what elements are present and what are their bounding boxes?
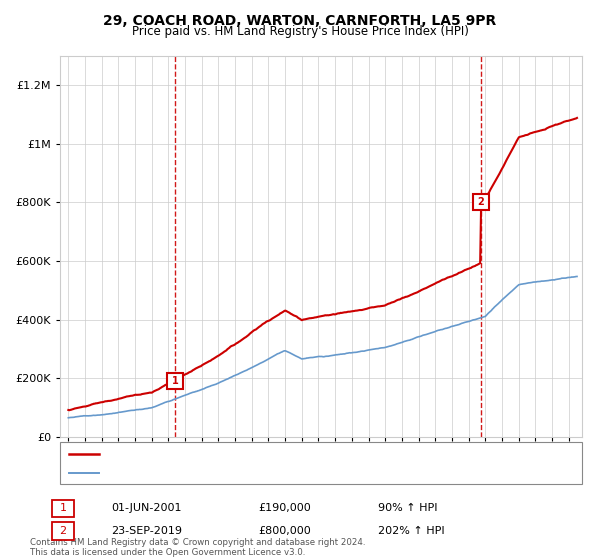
Text: HPI: Average price, detached house, Lancaster: HPI: Average price, detached house, Lanc… <box>105 468 349 478</box>
Text: Contains HM Land Registry data © Crown copyright and database right 2024.
This d: Contains HM Land Registry data © Crown c… <box>30 538 365 557</box>
Text: 2: 2 <box>478 198 484 207</box>
Text: 2: 2 <box>59 526 67 536</box>
Text: £800,000: £800,000 <box>258 526 311 536</box>
Text: 23-SEP-2019: 23-SEP-2019 <box>111 526 182 536</box>
Text: Price paid vs. HM Land Registry's House Price Index (HPI): Price paid vs. HM Land Registry's House … <box>131 25 469 38</box>
Text: 01-JUN-2001: 01-JUN-2001 <box>111 503 182 514</box>
Text: 1: 1 <box>59 503 67 514</box>
Text: 90% ↑ HPI: 90% ↑ HPI <box>378 503 437 514</box>
Text: £190,000: £190,000 <box>258 503 311 514</box>
Text: 29, COACH ROAD, WARTON, CARNFORTH, LA5 9PR (detached house): 29, COACH ROAD, WARTON, CARNFORTH, LA5 9… <box>105 449 463 459</box>
Text: 202% ↑ HPI: 202% ↑ HPI <box>378 526 445 536</box>
Text: 1: 1 <box>172 376 179 386</box>
Text: 29, COACH ROAD, WARTON, CARNFORTH, LA5 9PR: 29, COACH ROAD, WARTON, CARNFORTH, LA5 9… <box>103 14 497 28</box>
